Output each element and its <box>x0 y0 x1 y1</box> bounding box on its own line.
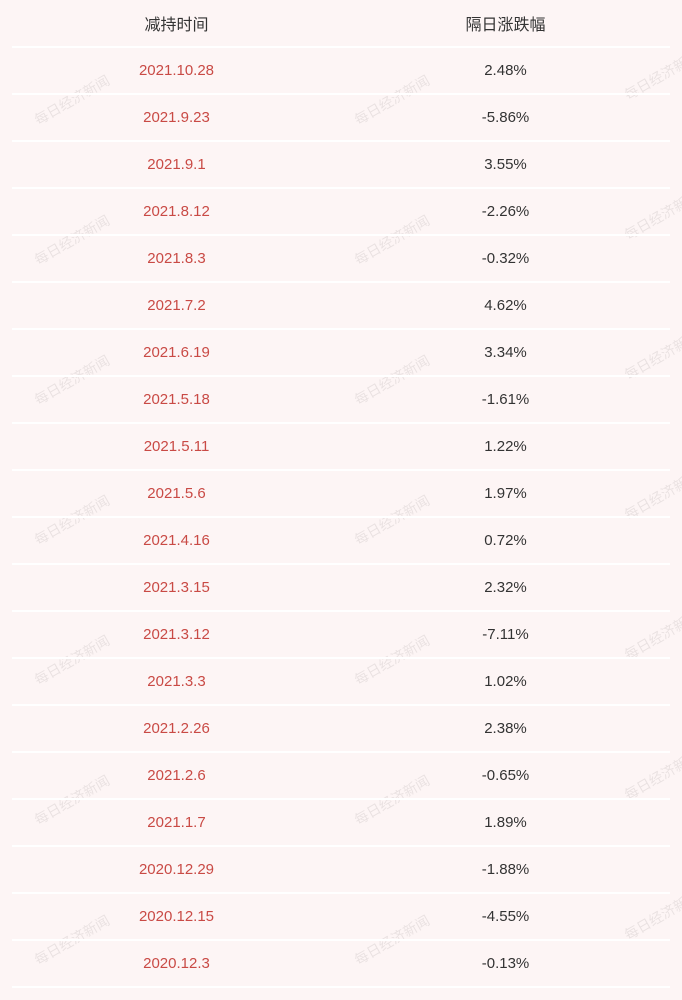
cell-value: 3.55% <box>341 156 670 173</box>
cell-date: 2021.7.2 <box>12 297 341 314</box>
data-table: 减持时间 隔日涨跌幅 2021.10.282.48%2021.9.23-5.86… <box>0 0 682 988</box>
cell-value: 1.97% <box>341 485 670 502</box>
cell-date: 2020.12.3 <box>12 955 341 972</box>
cell-date: 2021.2.26 <box>12 720 341 737</box>
cell-date: 2021.9.23 <box>12 109 341 126</box>
cell-value: 4.62% <box>341 297 670 314</box>
cell-value: 2.38% <box>341 720 670 737</box>
table-row: 2021.9.23-5.86% <box>12 95 670 142</box>
cell-value: 2.48% <box>341 62 670 79</box>
cell-date: 2021.8.12 <box>12 203 341 220</box>
table-row: 2021.7.24.62% <box>12 283 670 330</box>
cell-value: 3.34% <box>341 344 670 361</box>
table-row: 2021.6.193.34% <box>12 330 670 377</box>
table-row: 2021.8.3-0.32% <box>12 236 670 283</box>
cell-date: 2021.8.3 <box>12 250 341 267</box>
table-row: 2021.3.12-7.11% <box>12 612 670 659</box>
table-row: 2020.12.15-4.55% <box>12 894 670 941</box>
table-row: 2021.3.31.02% <box>12 659 670 706</box>
cell-date: 2021.1.7 <box>12 814 341 831</box>
cell-value: 2.32% <box>341 579 670 596</box>
table-row: 2020.12.29-1.88% <box>12 847 670 894</box>
cell-date: 2021.5.18 <box>12 391 341 408</box>
table-row: 2021.5.111.22% <box>12 424 670 471</box>
cell-date: 2021.2.6 <box>12 767 341 784</box>
header-date: 减持时间 <box>12 11 341 35</box>
cell-value: -0.65% <box>341 767 670 784</box>
cell-value: -7.11% <box>341 626 670 643</box>
cell-value: -0.13% <box>341 955 670 972</box>
table-row: 2020.12.3-0.13% <box>12 941 670 988</box>
table-row: 2021.2.6-0.65% <box>12 753 670 800</box>
cell-date: 2021.5.6 <box>12 485 341 502</box>
cell-date: 2021.3.12 <box>12 626 341 643</box>
table-row: 2021.8.12-2.26% <box>12 189 670 236</box>
cell-date: 2021.5.11 <box>12 438 341 455</box>
table-row: 2021.10.282.48% <box>12 48 670 95</box>
table-row: 2021.3.152.32% <box>12 565 670 612</box>
cell-value: -5.86% <box>341 109 670 126</box>
cell-date: 2021.3.3 <box>12 673 341 690</box>
table-row: 2021.5.18-1.61% <box>12 377 670 424</box>
table-row: 2021.1.71.89% <box>12 800 670 847</box>
cell-value: -2.26% <box>341 203 670 220</box>
table-row: 2021.5.61.97% <box>12 471 670 518</box>
cell-value: 1.02% <box>341 673 670 690</box>
cell-value: -4.55% <box>341 908 670 925</box>
cell-date: 2020.12.15 <box>12 908 341 925</box>
cell-date: 2021.3.15 <box>12 579 341 596</box>
table-header-row: 减持时间 隔日涨跌幅 <box>12 0 670 48</box>
cell-value: -0.32% <box>341 250 670 267</box>
table-row: 2021.9.13.55% <box>12 142 670 189</box>
cell-date: 2021.6.19 <box>12 344 341 361</box>
cell-date: 2021.9.1 <box>12 156 341 173</box>
header-value: 隔日涨跌幅 <box>341 11 670 35</box>
cell-date: 2020.12.29 <box>12 861 341 878</box>
cell-value: -1.88% <box>341 861 670 878</box>
cell-value: 1.89% <box>341 814 670 831</box>
table-row: 2021.4.160.72% <box>12 518 670 565</box>
cell-date: 2021.4.16 <box>12 532 341 549</box>
cell-value: -1.61% <box>341 391 670 408</box>
cell-date: 2021.10.28 <box>12 62 341 79</box>
cell-value: 0.72% <box>341 532 670 549</box>
cell-value: 1.22% <box>341 438 670 455</box>
table-row: 2021.2.262.38% <box>12 706 670 753</box>
